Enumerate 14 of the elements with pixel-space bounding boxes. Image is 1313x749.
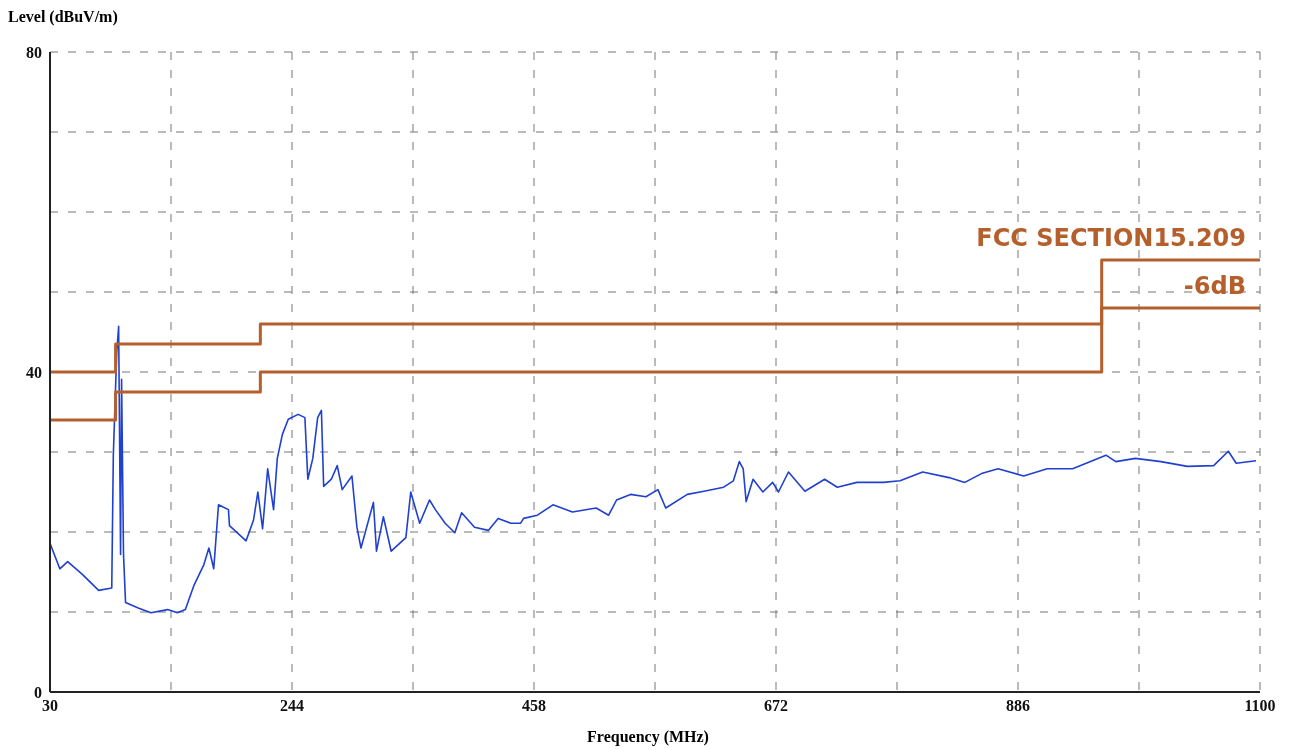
x-tick-label: 1100 xyxy=(1244,697,1276,715)
y-axis-title: Level (dBuV/m) xyxy=(8,8,118,26)
series-label: -6dB xyxy=(1183,272,1246,300)
y-tick-label: 80 xyxy=(26,43,42,61)
x-tick-label: 458 xyxy=(522,697,546,715)
line-series xyxy=(50,325,1257,614)
y-tick-label: 40 xyxy=(26,363,42,381)
x-tick-label: 30 xyxy=(42,697,58,715)
y-tick-label: 0 xyxy=(34,683,42,701)
x-axis-title: Frequency (MHz) xyxy=(586,728,710,746)
x-tick-label: 886 xyxy=(1006,697,1030,715)
x-tick-label: 672 xyxy=(764,697,788,715)
x-tick-label: 244 xyxy=(280,697,304,715)
series-label: FCC SECTION15.209 xyxy=(976,224,1246,252)
